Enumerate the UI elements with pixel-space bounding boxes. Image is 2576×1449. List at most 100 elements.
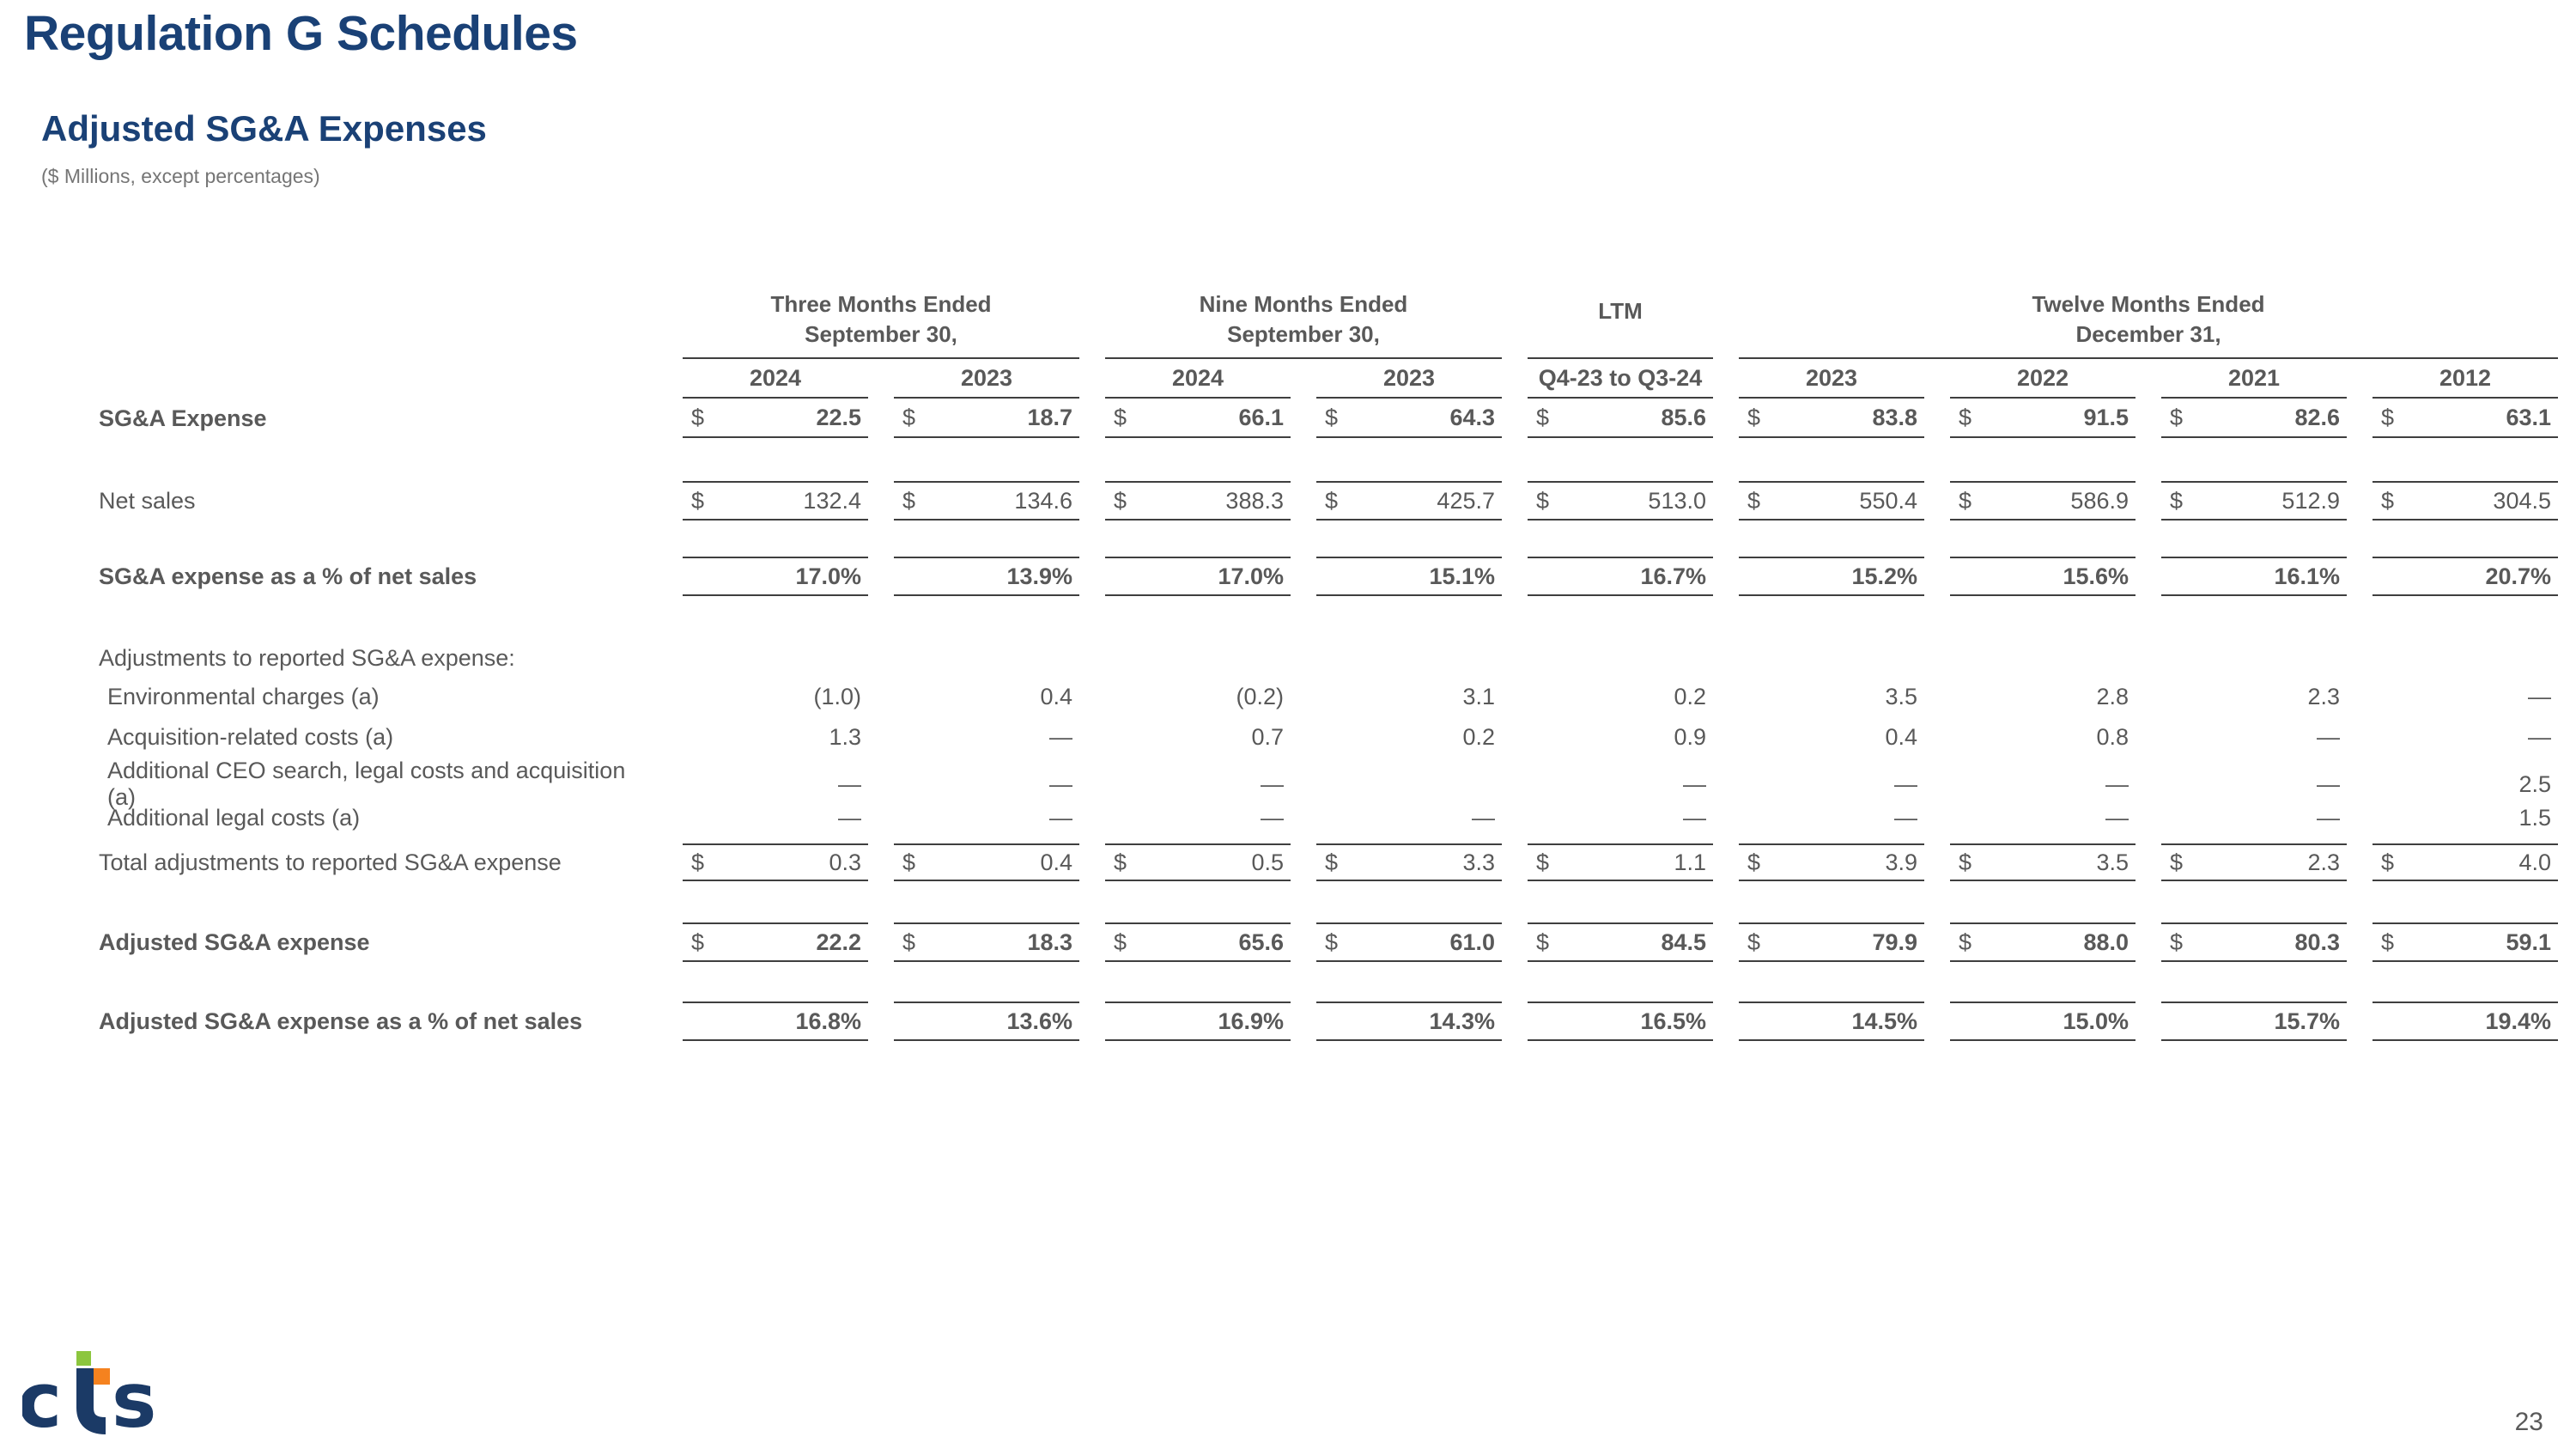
table-cell: 3.5 xyxy=(1739,677,1924,717)
table-row-sga-percent: SG&A expense as a % of net sales 17.0% 13.… xyxy=(73,557,2558,596)
col-year-ltm-range: Q4-23 to Q3-24 xyxy=(1528,359,1713,399)
cell-value: 550.4 xyxy=(1859,487,1917,514)
table-cell: 2.3 xyxy=(2161,677,2347,717)
cell-value: 0.7 xyxy=(1251,724,1284,750)
cell-value: 80.3 xyxy=(2294,928,2340,955)
header-spacer xyxy=(73,283,657,359)
table-cell: $1.1 xyxy=(1528,843,1713,881)
cell-value: 0.4 xyxy=(1885,724,1917,750)
cell-value: 1.3 xyxy=(829,724,861,750)
table-cell: $550.4 xyxy=(1739,481,1924,521)
page-number: 23 xyxy=(2514,1408,2543,1436)
cell-value: — xyxy=(1683,805,1706,831)
dollar-sign: $ xyxy=(1536,404,1550,430)
cell-value: 513.0 xyxy=(1648,487,1706,514)
logo-letter-s: s xyxy=(112,1356,156,1435)
cell-value: — xyxy=(2528,724,2551,750)
cell-value: — xyxy=(1894,770,1917,797)
table-cell: 0.2 xyxy=(1528,677,1713,717)
table-cell: $0.4 xyxy=(894,843,1079,881)
col-year-9mo-2024: 2024 xyxy=(1105,359,1291,399)
table-cell: — xyxy=(894,758,1079,811)
col-year-3mo-2023: 2023 xyxy=(894,359,1079,399)
cts-logo: c s xyxy=(17,1349,177,1445)
table-row-additional-legal-costs: Additional legal costs (a) — — — — — — — — 1.5 xyxy=(73,798,2558,838)
cell-value: 20.7% xyxy=(2485,563,2551,589)
table-cell: — xyxy=(1950,798,2136,838)
table-cell: $88.0 xyxy=(1950,922,2136,962)
cell-value: 425.7 xyxy=(1437,487,1495,514)
dollar-sign: $ xyxy=(1536,928,1550,955)
cell-value: 14.5% xyxy=(1851,1008,1917,1034)
cell-value: 17.0% xyxy=(1218,563,1284,589)
table-cell: 0.8 xyxy=(1950,717,2136,758)
cell-value: — xyxy=(2105,805,2129,831)
table-cell: 3.1 xyxy=(1316,677,1502,717)
cell-value: 64.3 xyxy=(1449,404,1495,430)
row-label: SG&A Expense xyxy=(99,405,267,431)
cell-value: — xyxy=(2317,805,2340,831)
section-label: Adjustments to reported SG&A expense: xyxy=(99,644,515,671)
cell-value: — xyxy=(1894,805,1917,831)
table-cell: $388.3 xyxy=(1105,481,1291,521)
dollar-sign: $ xyxy=(691,849,705,875)
table-cell: 19.4% xyxy=(2372,1002,2558,1041)
cell-value: 16.9% xyxy=(1218,1008,1284,1034)
col-group-nine-months-ended: Nine Months Ended September 30, xyxy=(1105,283,1502,359)
table-cell: (0.2) xyxy=(1105,677,1291,717)
table-cell: 0.4 xyxy=(1739,717,1924,758)
table-cell: — xyxy=(1105,758,1291,811)
table-cell: 0.9 xyxy=(1528,717,1713,758)
table-header-groups: Three Months Ended September 30, Nine Mo… xyxy=(73,283,2558,359)
table-cell: $18.7 xyxy=(894,399,1079,438)
table-cell: 2.5 xyxy=(2372,758,2558,811)
cell-value: — xyxy=(2105,770,2129,797)
cell-value: 13.6% xyxy=(1006,1008,1072,1034)
cell-value: 22.5 xyxy=(816,404,861,430)
cell-value: 3.3 xyxy=(1462,849,1495,875)
table-cell: 13.9% xyxy=(894,557,1079,596)
cell-value: 0.4 xyxy=(1040,849,1072,875)
cell-value: 63.1 xyxy=(2506,404,2551,430)
table-cell: 15.6% xyxy=(1950,557,2136,596)
table-cell: $304.5 xyxy=(2372,481,2558,521)
table-cell: 2.8 xyxy=(1950,677,2136,717)
cell-value: 1.5 xyxy=(2518,805,2551,831)
dollar-sign: $ xyxy=(1536,487,1550,514)
table-cell: 14.3% xyxy=(1316,1002,1502,1041)
table-cell: $83.8 xyxy=(1739,399,1924,438)
cell-value: 0.3 xyxy=(829,849,861,875)
cell-value: 3.5 xyxy=(2096,849,2129,875)
col-year-2023: 2023 xyxy=(1739,359,1924,399)
dollar-sign: $ xyxy=(1747,928,1761,955)
cell-value: 0.2 xyxy=(1462,724,1495,750)
cell-value: 3.5 xyxy=(1885,684,1917,709)
table-cell: $18.3 xyxy=(894,922,1079,962)
table-cell: 1.5 xyxy=(2372,798,2558,838)
cell-value: — xyxy=(1472,805,1495,831)
table-cell: $3.9 xyxy=(1739,843,1924,881)
table-cell: 16.9% xyxy=(1105,1002,1291,1041)
cell-value: — xyxy=(1049,805,1072,831)
dollar-sign: $ xyxy=(2170,928,2184,955)
cell-value: 0.5 xyxy=(1251,849,1284,875)
dollar-sign: $ xyxy=(1325,849,1339,875)
row-label: Net sales xyxy=(99,487,196,514)
table-row-net-sales: Net sales $132.4 $134.6 $388.3 $425.7 $513.0 $… xyxy=(73,481,2558,521)
table-header-years: 2024 2023 2024 2023 Q4-23 to Q3-24 2023 … xyxy=(73,359,2558,399)
dollar-sign: $ xyxy=(1959,928,1972,955)
cell-value: 512.9 xyxy=(2281,487,2340,514)
table-row-total-adjustments: Total adjustments to reported SG&A expen… xyxy=(73,843,2558,881)
cell-value: 88.0 xyxy=(2083,928,2129,955)
dollar-sign: $ xyxy=(902,928,916,955)
table-cell: $22.2 xyxy=(683,922,868,962)
cell-value: 3.9 xyxy=(1885,849,1917,875)
table-cell: $61.0 xyxy=(1316,922,1502,962)
table-cell: — xyxy=(1528,798,1713,838)
cell-value: 15.6% xyxy=(2063,563,2129,589)
table-cell: $4.0 xyxy=(2372,843,2558,881)
dollar-sign: $ xyxy=(902,849,916,875)
col-year-2012: 2012 xyxy=(2372,359,2558,399)
cell-value: 2.8 xyxy=(2096,684,2129,709)
dollar-sign: $ xyxy=(1747,849,1761,875)
